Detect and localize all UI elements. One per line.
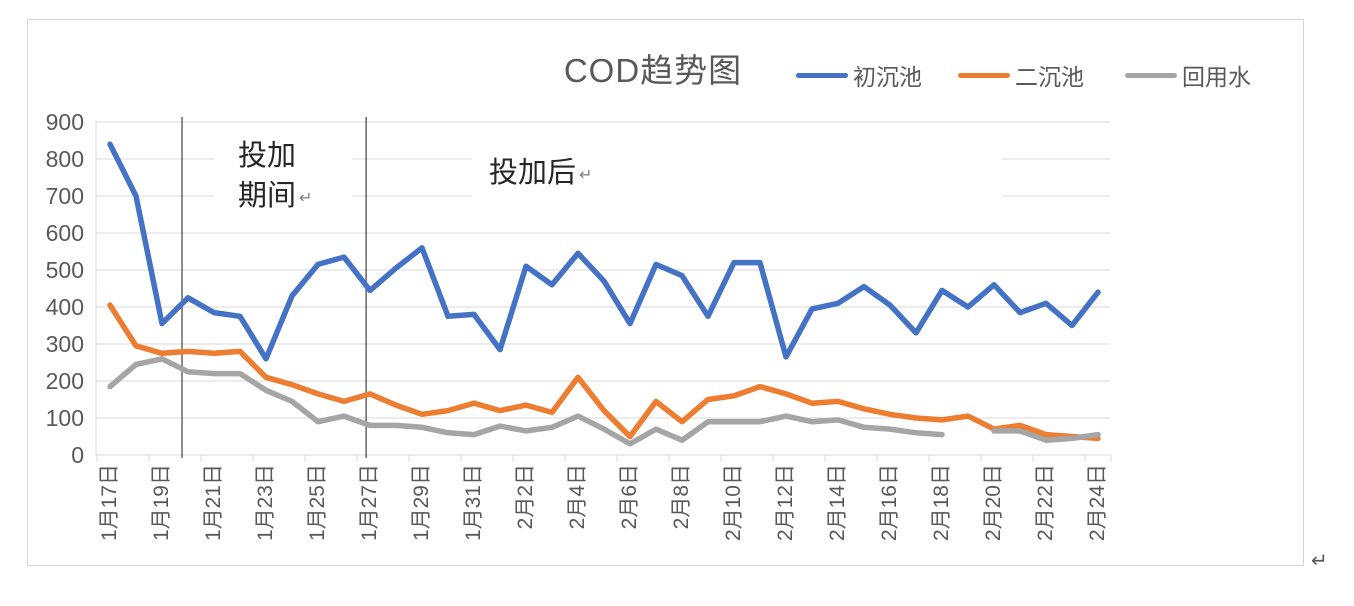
- y-axis-label: 700: [45, 183, 84, 209]
- y-axis-label: 100: [45, 405, 84, 431]
- x-axis-label: 2月22日: [1034, 464, 1057, 542]
- series-line-2: [991, 428, 1101, 443]
- y-axis-label: 600: [45, 220, 84, 246]
- x-axis-label: 2月2日: [514, 464, 537, 530]
- annotation-dosing-period-line2: 期间 ↵: [238, 180, 313, 212]
- x-axis-label: 2月8日: [670, 464, 693, 530]
- annotation-after-dosing: 投加后 ↵: [489, 157, 593, 189]
- x-axis-label: 2月18日: [930, 464, 953, 542]
- legend-swatch-primary-tank: [796, 72, 848, 78]
- paragraph-mark: ↵: [1311, 550, 1328, 572]
- series-line-0: [107, 141, 1101, 362]
- annotation-dosing-period-line1: 投加: [238, 140, 297, 172]
- x-axis-label: 2月20日: [982, 464, 1005, 542]
- x-axis-label: 2月14日: [826, 464, 849, 542]
- return-mark: ↵: [579, 167, 593, 184]
- legend-label: 回用水: [1182, 64, 1251, 90]
- annotation-dosing-period: 投加 期间 ↵: [238, 136, 312, 219]
- x-axis-label: 1月25日: [306, 464, 329, 542]
- y-axis-label: 400: [45, 294, 84, 320]
- y-axis-label: 800: [45, 146, 84, 172]
- x-axis-label: 2月16日: [878, 464, 901, 542]
- legend-item-reuse-water: 回用水: [1125, 60, 1251, 90]
- y-axis-label: 0: [71, 442, 84, 468]
- x-axis-label: 2月12日: [774, 464, 797, 542]
- x-axis-label: 1月17日: [98, 464, 121, 542]
- legend-label: 初沉池: [853, 64, 922, 90]
- x-axis-label: 2月24日: [1086, 464, 1109, 542]
- series-line-1: [107, 302, 1101, 442]
- return-mark: ↵: [299, 190, 313, 207]
- y-axis-label: 900: [45, 109, 84, 135]
- x-axis-label: 1月29日: [410, 464, 433, 542]
- x-axis-label: 1月19日: [150, 464, 173, 542]
- legend-item-primary-tank: 初沉池: [796, 60, 922, 90]
- legend-swatch-reuse-water: [1125, 72, 1177, 78]
- legend-item-secondary-tank: 二沉池: [958, 60, 1084, 90]
- chart-frame[interactable]: [27, 19, 1304, 566]
- y-axis-label: 300: [45, 331, 84, 357]
- x-axis-label: 2月6日: [618, 464, 641, 530]
- x-axis-label: 1月27日: [358, 464, 381, 542]
- series-line-2: [107, 356, 945, 447]
- x-axis-label: 1月23日: [254, 464, 277, 542]
- legend-swatch-secondary-tank: [958, 72, 1010, 78]
- legend-label: 二沉池: [1015, 64, 1084, 90]
- x-axis-label: 1月31日: [462, 464, 485, 542]
- x-axis-label: 2月10日: [722, 464, 745, 542]
- y-axis-label: 500: [45, 257, 84, 283]
- x-axis-label: 2月4日: [566, 464, 589, 530]
- x-axis-label: 1月21日: [202, 464, 225, 542]
- chart-title: COD趋势图: [563, 52, 743, 89]
- y-axis-label: 200: [45, 368, 84, 394]
